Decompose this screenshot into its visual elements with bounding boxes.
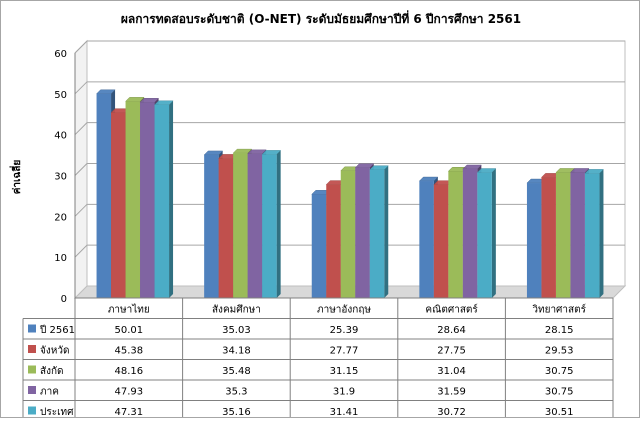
data-label: 27.77 bbox=[330, 346, 359, 357]
y-tick-label: 20 bbox=[54, 212, 67, 223]
y-tick-label: 40 bbox=[54, 131, 67, 142]
legend-swatch bbox=[28, 406, 36, 415]
bar-front bbox=[419, 181, 434, 298]
bar-front bbox=[218, 158, 234, 298]
data-label: 31.15 bbox=[330, 366, 359, 377]
data-label: 30.72 bbox=[437, 407, 466, 417]
category-label: วิทยาศาสตร์ bbox=[532, 304, 587, 316]
bar-side bbox=[491, 168, 496, 298]
bar-side bbox=[276, 150, 281, 298]
bar-front bbox=[570, 172, 585, 298]
legend-label: ภาค bbox=[40, 387, 59, 398]
legend-swatch bbox=[28, 365, 36, 374]
bar-front bbox=[462, 169, 478, 298]
bar-front bbox=[448, 171, 463, 298]
bar bbox=[369, 165, 389, 298]
legend-label: สังกัด bbox=[40, 366, 64, 377]
bar-front bbox=[555, 172, 571, 298]
bar-front bbox=[541, 177, 556, 298]
bar-front bbox=[340, 170, 356, 298]
gridline bbox=[74, 163, 625, 176]
bar-front bbox=[154, 104, 170, 298]
data-label: 47.31 bbox=[114, 407, 143, 417]
bars-layer bbox=[95, 89, 605, 299]
y-tick-label: 30 bbox=[54, 172, 67, 183]
y-axis-label: ค่าเฉลี่ย bbox=[9, 160, 23, 195]
y-tick-label: 0 bbox=[61, 294, 67, 305]
data-label: 31.59 bbox=[437, 387, 466, 398]
data-label: 50.01 bbox=[114, 325, 143, 336]
data-label: 48.16 bbox=[114, 366, 143, 377]
data-label: 35.48 bbox=[222, 366, 251, 377]
bar-front bbox=[355, 167, 370, 298]
bar-front bbox=[125, 101, 141, 298]
legend-swatch bbox=[28, 386, 36, 394]
y-tick-label: 10 bbox=[54, 253, 67, 264]
data-label: 47.93 bbox=[114, 387, 143, 398]
data-label: 31.04 bbox=[437, 366, 466, 377]
bar-side bbox=[169, 100, 174, 298]
bar-side bbox=[384, 165, 389, 298]
y-tick-label: 50 bbox=[54, 90, 67, 101]
legend-label: ปี 2561 bbox=[39, 324, 75, 336]
legend-label: จังหวัด bbox=[40, 346, 69, 357]
bar bbox=[584, 169, 605, 298]
bar-front bbox=[433, 184, 449, 298]
bar-front bbox=[526, 183, 542, 298]
data-label: 30.75 bbox=[545, 366, 574, 377]
data-label: 35.3 bbox=[225, 387, 247, 398]
category-label: ภาษาไทย bbox=[108, 304, 150, 316]
data-label: 31.41 bbox=[330, 407, 359, 417]
data-label: 45.38 bbox=[114, 346, 143, 357]
category-label: สังคมศึกษา bbox=[212, 304, 261, 316]
bar-front bbox=[262, 154, 277, 298]
bar-front bbox=[311, 194, 327, 298]
data-label: 27.75 bbox=[437, 346, 466, 357]
gridline bbox=[74, 122, 625, 136]
bar-front bbox=[326, 184, 341, 298]
gridline bbox=[74, 40, 625, 54]
bar-side bbox=[599, 169, 604, 298]
bar-front bbox=[204, 154, 219, 298]
bar-front bbox=[584, 173, 600, 298]
bar bbox=[476, 168, 497, 298]
bar-front bbox=[111, 112, 126, 298]
data-label: 29.53 bbox=[545, 346, 574, 357]
bar-front bbox=[96, 93, 112, 298]
bar-front bbox=[369, 169, 385, 298]
gridline bbox=[74, 81, 625, 95]
bar bbox=[153, 100, 174, 298]
data-label: 35.03 bbox=[222, 325, 251, 336]
data-label: 35.16 bbox=[222, 407, 251, 417]
bar-front bbox=[477, 172, 492, 298]
chart-title: ผลการทดสอบระดับชาติ (O-NET) ระดับมัธยมศึ… bbox=[121, 10, 521, 26]
data-label: 28.64 bbox=[437, 325, 466, 336]
data-label: 34.18 bbox=[222, 346, 251, 357]
category-label: ภาษาอังกฤษ bbox=[317, 305, 371, 316]
data-label: 31.9 bbox=[333, 387, 355, 398]
y-tick-label: 60 bbox=[54, 49, 67, 60]
bar-front bbox=[247, 153, 263, 298]
data-table: ภาษาไทย สังคมศึกษา ภาษาอังกฤษ คณิตศาสตร์ วิท… bbox=[22, 297, 614, 421]
legend-swatch bbox=[28, 324, 36, 333]
bar bbox=[261, 150, 282, 298]
data-label: 30.51 bbox=[545, 407, 574, 417]
data-label: 25.39 bbox=[330, 325, 359, 336]
data-label: 30.75 bbox=[545, 387, 574, 398]
legend-label: ประเทศ bbox=[40, 407, 74, 417]
bar-front bbox=[140, 102, 155, 299]
category-label: คณิตศาสตร์ bbox=[425, 304, 478, 316]
legend-swatch bbox=[28, 345, 36, 353]
data-label: 28.15 bbox=[545, 325, 574, 336]
bar-front bbox=[233, 153, 248, 298]
